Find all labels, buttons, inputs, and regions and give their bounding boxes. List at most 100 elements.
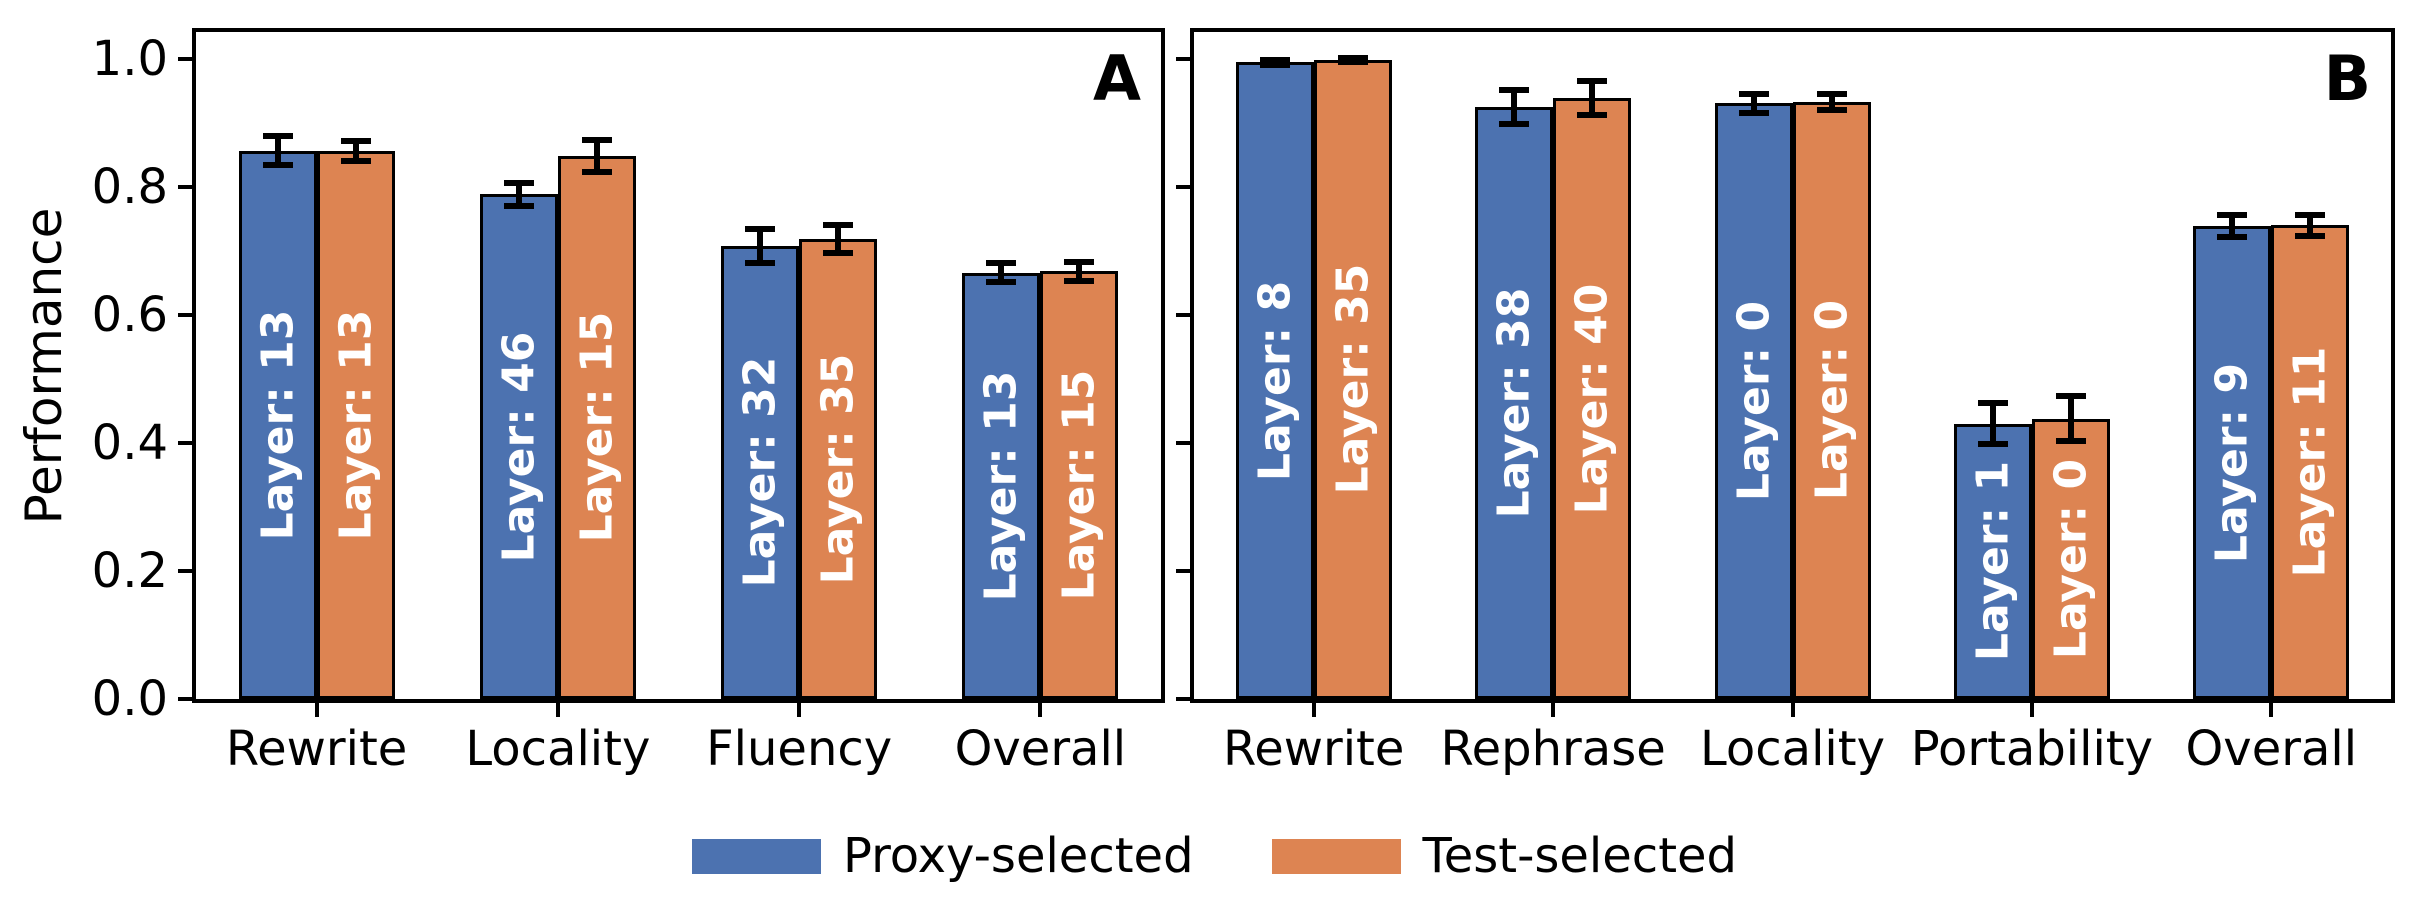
error-bar-cap [986, 260, 1017, 267]
error-bar-cap [2217, 212, 2248, 219]
test-selected-label: Test-selected [1422, 828, 1738, 884]
error-bar-line [2307, 215, 2314, 236]
error-bar-line [1750, 93, 1757, 113]
y-tick [178, 313, 192, 317]
y-tick [178, 185, 192, 189]
error-bar-line [1989, 403, 1996, 445]
panel-a: A 0.0 0.2 0.4 0.6 0.8 1.0 Rewrite Layer: 13 Laye… [92, 28, 1165, 777]
category-label: Portability [1910, 721, 2154, 777]
panel-b-letter: B [2323, 42, 2371, 115]
bar-layer-label: Layer: 0 [2045, 458, 2097, 659]
x-tick [555, 703, 560, 717]
bar-layer-label: Layer: 38 [1488, 287, 1540, 519]
error-bar-cap [2055, 438, 2086, 445]
error-bar-cap [1738, 90, 1769, 97]
bar [2031, 418, 2110, 699]
bar-layer-label: Layer: 0 [1806, 300, 1857, 501]
error-bar-line [998, 263, 1005, 283]
category-label: Rephrase [1440, 721, 1666, 777]
error-bar-cap [1577, 77, 1608, 84]
y-axis-label: Performance [15, 207, 73, 525]
bar [1953, 423, 2032, 699]
error-bar-cap [340, 137, 371, 144]
error-bar-cap [1577, 112, 1608, 119]
error-bar-line [1511, 89, 1518, 125]
bar-layer-label: Layer: 32 [734, 357, 786, 588]
x-tick [1551, 703, 1556, 717]
bar [799, 238, 878, 699]
error-bar-cap [1337, 58, 1368, 65]
y-tick [178, 697, 192, 701]
bar-layer-label: Layer: 13 [252, 309, 304, 541]
error-bar-cap [262, 133, 293, 140]
y-tick-label: 0.6 [91, 287, 168, 343]
x-tick [2029, 703, 2034, 717]
error-bar-cap [986, 279, 1017, 286]
bar-layer-label: Layer: 11 [2284, 346, 2336, 578]
error-bar-line [515, 182, 522, 206]
y-tick [1176, 441, 1190, 445]
error-bar-line [274, 136, 281, 165]
bar [1313, 59, 1392, 699]
error-bar-line [593, 139, 600, 172]
bar-layer-label: Layer: 40 [1566, 283, 1618, 514]
error-bar-cap [2217, 233, 2248, 240]
error-bar-cap [823, 249, 854, 256]
bar [316, 151, 395, 699]
error-bar-cap [2055, 393, 2086, 400]
error-bar-cap [1259, 61, 1290, 68]
error-bar-cap [262, 161, 293, 168]
y-tick [178, 57, 192, 61]
error-bar-cap [1816, 107, 1847, 114]
bar-layer-label: Layer: 35 [812, 353, 864, 585]
error-bar-cap [1499, 86, 1530, 93]
bar [2193, 226, 2272, 699]
y-tick [1176, 697, 1190, 701]
bar-layer-label: Layer: 0 [1728, 301, 1779, 502]
bar-layer-label: Layer: 13 [330, 309, 382, 541]
error-bar-cap [1977, 400, 2008, 407]
bar [1475, 107, 1554, 699]
panel-a-letter: A [1093, 42, 1141, 115]
y-tick [1176, 569, 1190, 573]
error-bar-cap [1064, 278, 1095, 285]
bar-layer-label: Layer: 9 [2206, 362, 2258, 563]
bar [2271, 225, 2350, 699]
error-bar-cap [1738, 109, 1769, 116]
error-bar-cap [340, 158, 371, 165]
error-bar-cap [1499, 121, 1530, 128]
error-bar-cap [823, 221, 854, 228]
bar [1040, 271, 1119, 699]
error-bar-cap [581, 136, 612, 143]
bar-layer-label: Layer: 13 [975, 370, 1027, 602]
x-tick [1038, 703, 1043, 717]
error-bar-cap [2295, 232, 2326, 239]
panel-b: B Rewrite Layer: 8 Layer: 35 Rephrase Layer:… [1176, 28, 2395, 777]
y-tick [1176, 313, 1190, 317]
bar-layer-label: Layer: 46 [493, 331, 545, 562]
error-bar-cap [745, 259, 776, 266]
error-bar-cap [503, 202, 534, 209]
error-bar-line [757, 229, 764, 263]
bar-layer-label: Layer: 35 [1327, 263, 1379, 495]
error-bar-line [1828, 93, 1835, 111]
category-label: Rewrite [1223, 721, 1405, 777]
y-tick-label: 0.8 [91, 159, 168, 215]
category-label: Rewrite [225, 721, 408, 777]
legend-item-test-selected: Test-selected [1271, 828, 1738, 884]
error-bar-cap [2295, 212, 2326, 219]
x-tick [1790, 703, 1795, 717]
category-label: Locality [1700, 721, 1885, 777]
bar-layer-label: Layer: 8 [1249, 280, 1301, 481]
bar [238, 150, 317, 699]
error-bar-cap [745, 226, 776, 233]
category-label: Overall [2185, 721, 2358, 777]
bar [1792, 101, 1871, 699]
error-bar-cap [1977, 441, 2008, 448]
y-tick-label: 1.0 [91, 31, 168, 87]
error-bar-line [2067, 396, 2074, 442]
bar-layer-label: Layer: 15 [1053, 369, 1105, 601]
legend: Proxy-selected Test-selected [0, 828, 2429, 884]
error-bar-cap [1259, 56, 1290, 63]
